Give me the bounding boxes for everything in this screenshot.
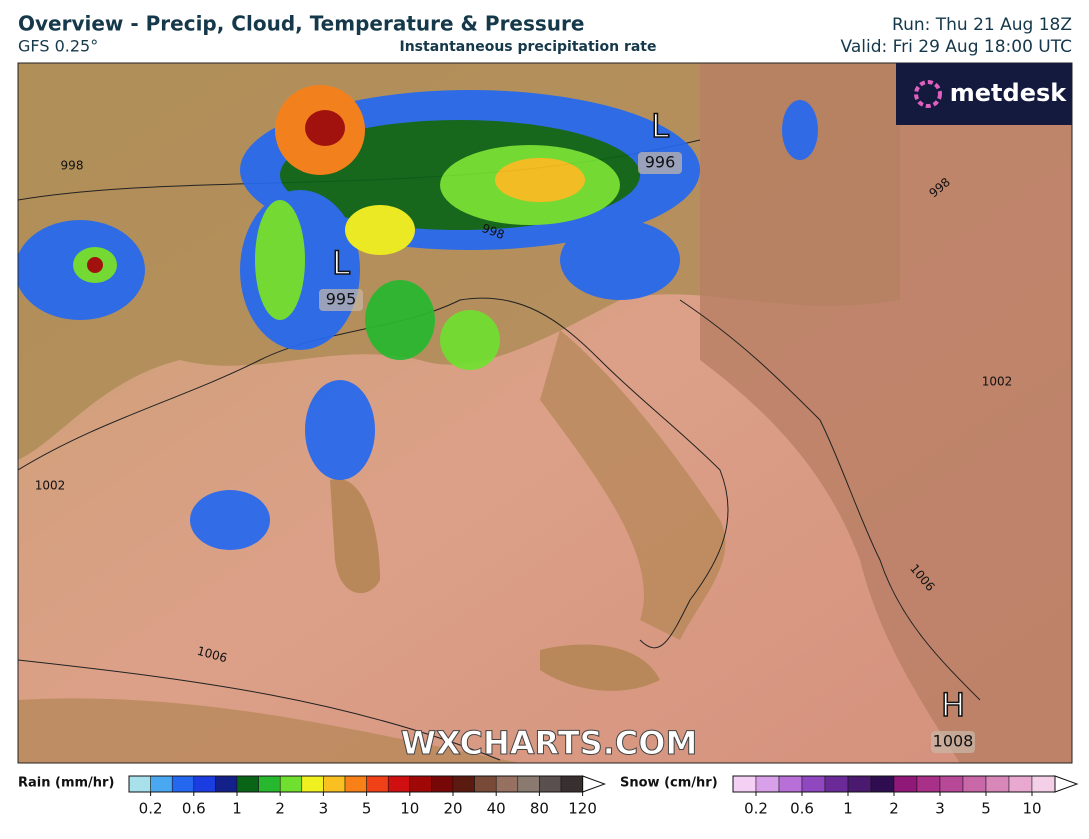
rain-arrow xyxy=(582,775,607,793)
rain-swatch xyxy=(344,775,367,793)
pressure-symbol: H xyxy=(941,686,965,724)
valid-time: Valid: Fri 29 Aug 18:00 UTC xyxy=(841,37,1072,57)
rain-tick-label: 80 xyxy=(530,800,549,818)
snow-swatch xyxy=(1031,775,1056,793)
rain-swatch xyxy=(409,775,432,793)
pressure-value-bg xyxy=(638,152,682,174)
rain-swatch xyxy=(431,775,454,793)
subtitle: Instantaneous precipitation rate xyxy=(400,39,657,55)
snow-swatch xyxy=(870,775,895,793)
rain-swatch xyxy=(193,775,216,793)
snow-arrow xyxy=(1054,775,1079,793)
snow-swatch xyxy=(778,775,803,793)
snow-swatch xyxy=(1008,775,1033,793)
pressure-value: 1008 xyxy=(933,732,974,751)
map-frame xyxy=(17,62,1073,764)
rain-legend-label: Rain (mm/hr) xyxy=(18,776,114,791)
snow-swatch xyxy=(893,775,918,793)
rain-tick-label: 1 xyxy=(232,800,242,818)
pressure-value: 996 xyxy=(645,153,676,172)
pressure-symbol: L xyxy=(332,244,350,282)
snow-tick-label: 2 xyxy=(889,800,899,818)
rain-swatch xyxy=(301,775,324,793)
rain-swatch xyxy=(560,775,583,793)
logo-text: metdesk xyxy=(950,79,1068,107)
snow-tick-label: 0.2 xyxy=(744,800,768,818)
snow-swatch xyxy=(801,775,826,793)
rain-tick-label: 2 xyxy=(275,800,285,818)
snow-swatch xyxy=(985,775,1010,793)
logo-box xyxy=(896,63,1072,125)
snow-swatch xyxy=(732,775,757,793)
rain-swatch xyxy=(539,775,562,793)
pressure-value-bg xyxy=(931,731,975,753)
snow-legend-label: Snow (cm/hr) xyxy=(620,776,718,791)
rain-swatch xyxy=(128,775,151,793)
snow-swatch xyxy=(847,775,872,793)
snow-tick-label: 10 xyxy=(1022,800,1041,818)
pressure-value: 995 xyxy=(326,290,357,309)
rain-swatch xyxy=(258,775,281,793)
isobar-label: 1002 xyxy=(35,479,66,493)
pressure-value-bg xyxy=(319,289,363,311)
rain-swatch xyxy=(323,775,346,793)
snow-swatch xyxy=(962,775,987,793)
rain-swatch xyxy=(474,775,497,793)
rain-tick-label: 0.2 xyxy=(139,800,163,818)
rain-swatch xyxy=(387,775,411,793)
rain-swatch xyxy=(517,775,540,793)
rain-swatch xyxy=(366,775,389,793)
logo-icon xyxy=(914,80,942,108)
rain-swatch xyxy=(452,775,475,793)
snow-tick-label: 0.6 xyxy=(790,800,814,818)
rain-tick-label: 40 xyxy=(487,800,506,818)
rain-swatch xyxy=(495,775,519,793)
watermark: WXCHARTS.COM xyxy=(401,724,698,762)
snow-swatch xyxy=(755,775,780,793)
pressure-symbol: L xyxy=(651,107,669,145)
title: Overview - Precip, Cloud, Temperature & … xyxy=(18,12,584,36)
rain-tick-label: 20 xyxy=(443,800,462,818)
isobar-label: 998 xyxy=(61,159,84,173)
snow-tick-label: 1 xyxy=(843,800,853,818)
snow-tick-label: 5 xyxy=(981,800,991,818)
rain-tick-label: 3 xyxy=(319,800,329,818)
rain-swatch xyxy=(215,775,238,793)
rain-swatch xyxy=(171,775,195,793)
snow-swatch xyxy=(939,775,964,793)
rain-tick-label: 120 xyxy=(568,800,597,818)
rain-swatch xyxy=(279,775,303,793)
isobar-label: 1002 xyxy=(982,375,1013,389)
rain-frame xyxy=(128,775,584,793)
model: GFS 0.25° xyxy=(18,37,98,56)
rain-tick-label: 5 xyxy=(362,800,372,818)
snow-swatch xyxy=(916,775,941,793)
rain-tick-label: 10 xyxy=(400,800,419,818)
snow-tick-label: 3 xyxy=(935,800,945,818)
map xyxy=(18,63,1072,763)
snow-swatch xyxy=(824,775,849,793)
rain-tick-label: 0.6 xyxy=(182,800,206,818)
run-time: Run: Thu 21 Aug 18Z xyxy=(892,15,1072,35)
rain-swatch xyxy=(236,775,259,793)
rain-swatch xyxy=(150,775,173,793)
